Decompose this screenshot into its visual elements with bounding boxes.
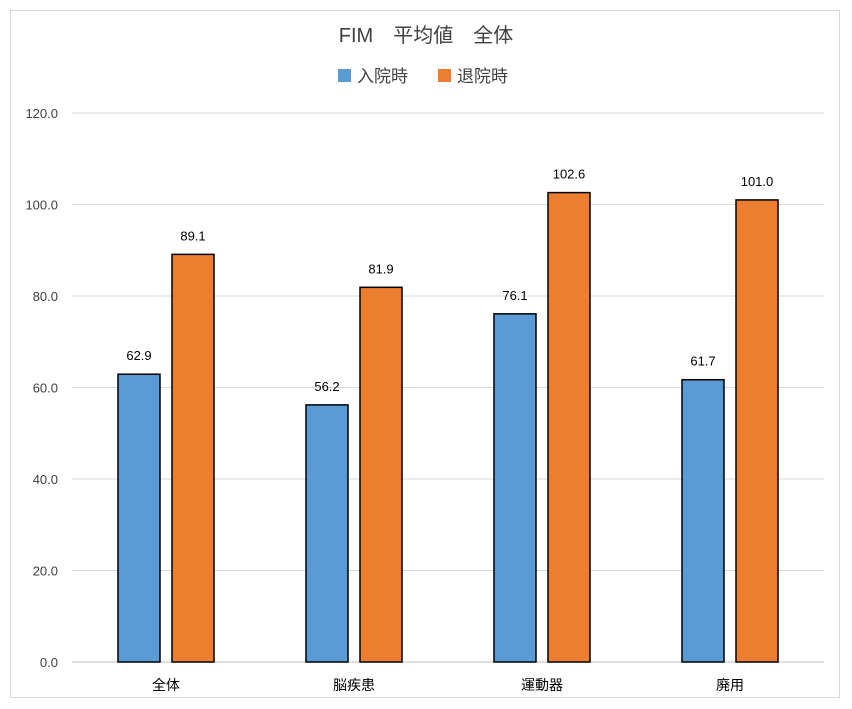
bars: 62.9 89.1 56.2 81.9 76.1 102.6 61.7 101.0 — [117, 167, 779, 663]
legend-label: 入院時 — [357, 67, 408, 86]
y-tick-label: 0.0 — [40, 655, 58, 670]
bar — [117, 373, 161, 663]
bar — [171, 253, 215, 663]
y-tick-label: 80.0 — [33, 289, 58, 304]
data-label: 62.9 — [126, 348, 151, 363]
bar-group: 61.7 101.0 — [681, 174, 779, 663]
bar — [305, 404, 349, 663]
legend-swatch — [338, 69, 351, 82]
y-tick-label: 60.0 — [33, 381, 58, 396]
y-tick-label: 20.0 — [33, 564, 58, 579]
legend: 入院時 退院時 — [338, 67, 508, 86]
data-label: 61.7 — [690, 354, 715, 369]
legend-label: 退院時 — [457, 67, 508, 86]
bar — [547, 191, 591, 663]
bar-group: 62.9 89.1 — [117, 228, 215, 663]
bar — [359, 286, 403, 663]
y-tick-label: 40.0 — [33, 472, 58, 487]
x-category-label: 脳疾患 — [333, 677, 375, 693]
x-category-label: 運動器 — [521, 677, 563, 693]
data-label: 81.9 — [368, 261, 393, 276]
data-label: 101.0 — [741, 174, 774, 189]
bar — [735, 199, 779, 663]
data-label: 89.1 — [180, 228, 205, 243]
chart-title: FIM 平均値 全体 — [339, 24, 513, 47]
y-tick-label: 100.0 — [25, 198, 58, 213]
legend-swatch — [438, 69, 451, 82]
y-tick-label: 120.0 — [25, 106, 58, 121]
x-category-label: 全体 — [152, 677, 180, 693]
data-label: 76.1 — [502, 288, 527, 303]
x-category-label: 廃用 — [716, 677, 744, 693]
bar-group: 76.1 102.6 — [493, 167, 591, 663]
data-label: 56.2 — [314, 379, 339, 394]
data-label: 102.6 — [553, 167, 586, 182]
bar — [493, 313, 537, 663]
y-axis: 0.0 20.0 40.0 60.0 80.0 100.0 120.0 — [25, 106, 58, 670]
bar — [681, 378, 725, 663]
bar-group: 56.2 81.9 — [305, 261, 403, 663]
x-axis: 全体 脳疾患 運動器 廃用 — [152, 677, 744, 693]
